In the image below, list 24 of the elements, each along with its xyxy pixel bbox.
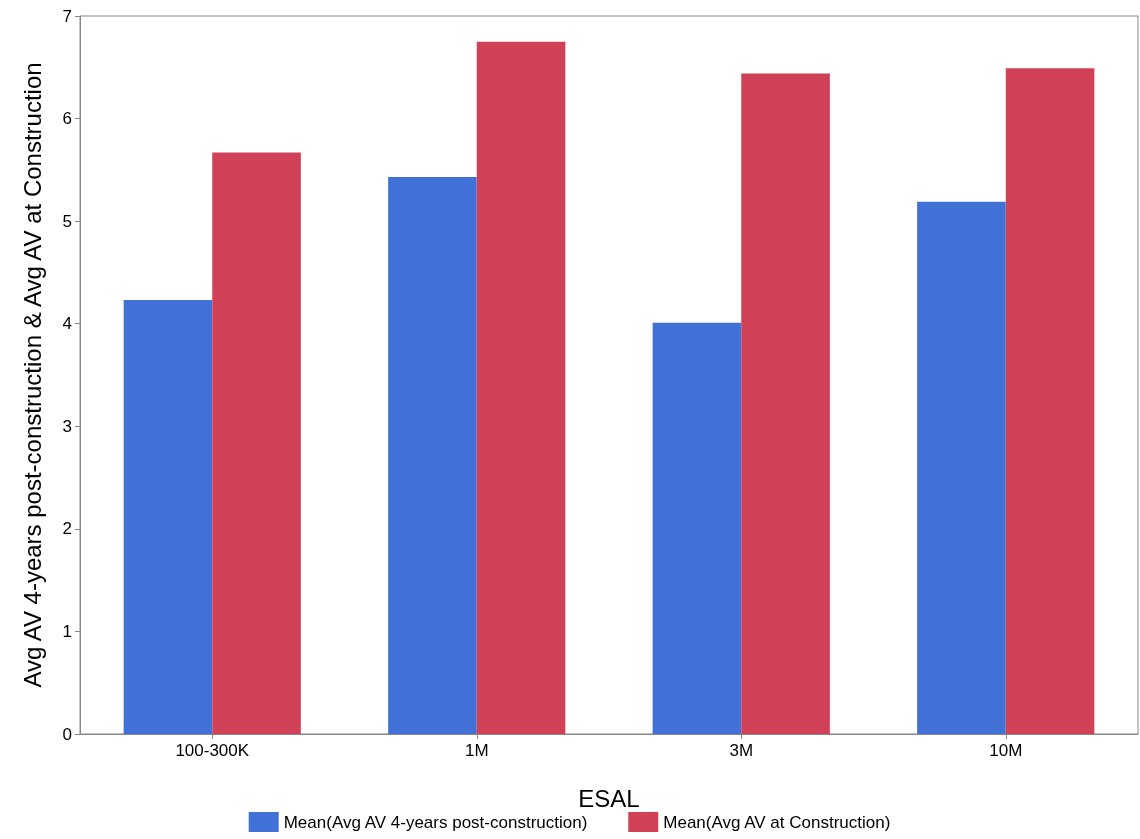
bar <box>917 201 1006 734</box>
x-tick-label: 100-300K <box>175 741 250 760</box>
x-axis-title: ESAL <box>578 784 640 812</box>
bar <box>652 322 742 734</box>
bar <box>388 177 477 734</box>
x-tick-label: 3M <box>729 741 754 760</box>
y-tick-label: 5 <box>62 211 72 231</box>
bar <box>476 41 566 734</box>
y-tick-label: 0 <box>62 724 72 744</box>
bar <box>1005 68 1095 734</box>
y-tick-label: 2 <box>62 519 72 539</box>
y-tick-label: 4 <box>62 314 72 334</box>
y-tick-label: 1 <box>62 621 72 641</box>
y-axis-title: Avg AV 4-years post-construction & Avg AV at Construction <box>18 62 46 688</box>
x-tick-label: 1M <box>464 741 489 760</box>
x-tick-label: 10M <box>989 741 1023 760</box>
legend-label: Mean(Avg AV at Construction) <box>663 812 891 832</box>
y-tick-label: 6 <box>62 109 72 129</box>
bar <box>123 300 213 734</box>
y-tick-label: 3 <box>62 416 72 436</box>
bar <box>741 73 830 734</box>
legend-label: Mean(Avg AV 4-years post-construction) <box>283 812 588 832</box>
y-tick-label: 7 <box>62 6 72 26</box>
bar <box>212 152 301 734</box>
